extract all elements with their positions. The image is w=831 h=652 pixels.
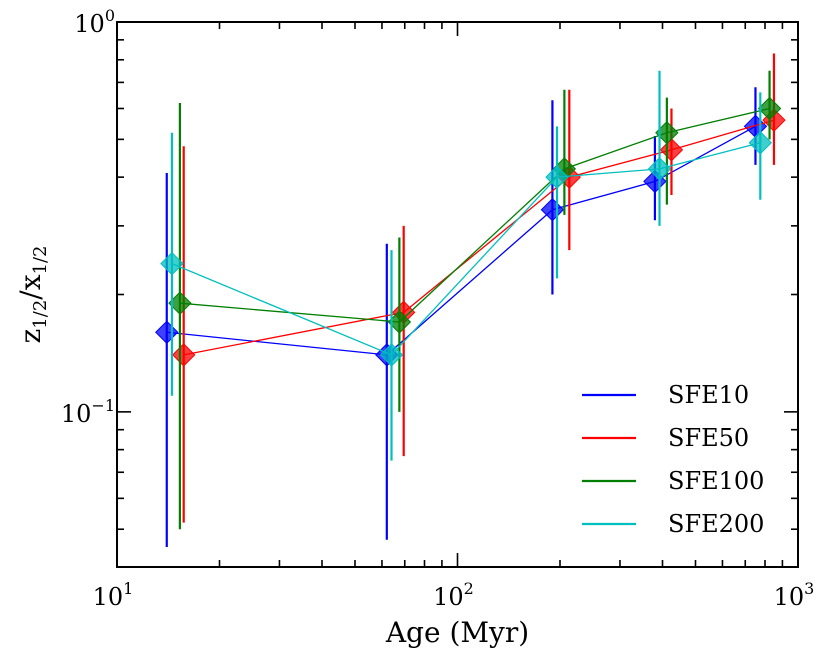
minor-ticks — [117, 22, 798, 568]
data-point — [757, 96, 782, 121]
y-tick-label: 100 — [74, 6, 115, 38]
legend-item: SFE10 — [582, 381, 749, 409]
data-point — [659, 138, 684, 162]
legend: SFE10 SFE50 SFE100 SFE200 — [582, 381, 764, 538]
legend-label: SFE200 — [668, 510, 764, 538]
major-ticks — [116, 21, 799, 567]
series-sfe50 — [171, 53, 786, 523]
x-axis-label: Age (Myr) — [385, 616, 529, 649]
x-tick-label: 102 — [433, 579, 474, 611]
data-point — [545, 165, 569, 189]
data-point — [171, 343, 196, 367]
legend-item: SFE100 — [582, 467, 764, 495]
legend-item: SFE200 — [582, 510, 764, 538]
data-point — [748, 131, 773, 155]
data-point — [160, 251, 184, 276]
series-line — [179, 107, 770, 323]
series-line — [183, 119, 775, 356]
series-sfe200 — [160, 70, 773, 461]
series-layer — [155, 53, 786, 548]
legend-label: SFE100 — [668, 467, 764, 495]
data-point — [155, 320, 179, 344]
data-point — [647, 157, 672, 181]
y-axis-label: z1/2/x1/2 — [14, 246, 51, 344]
legend-item: SFE50 — [582, 424, 749, 452]
legend-label: SFE10 — [668, 381, 749, 409]
data-point — [379, 343, 404, 367]
legend-label: SFE50 — [668, 424, 749, 452]
x-tick-label: 103 — [774, 579, 815, 611]
y-tick-label: 10−1 — [61, 396, 115, 428]
x-tick-label: 101 — [93, 579, 134, 611]
data-point — [540, 198, 565, 222]
